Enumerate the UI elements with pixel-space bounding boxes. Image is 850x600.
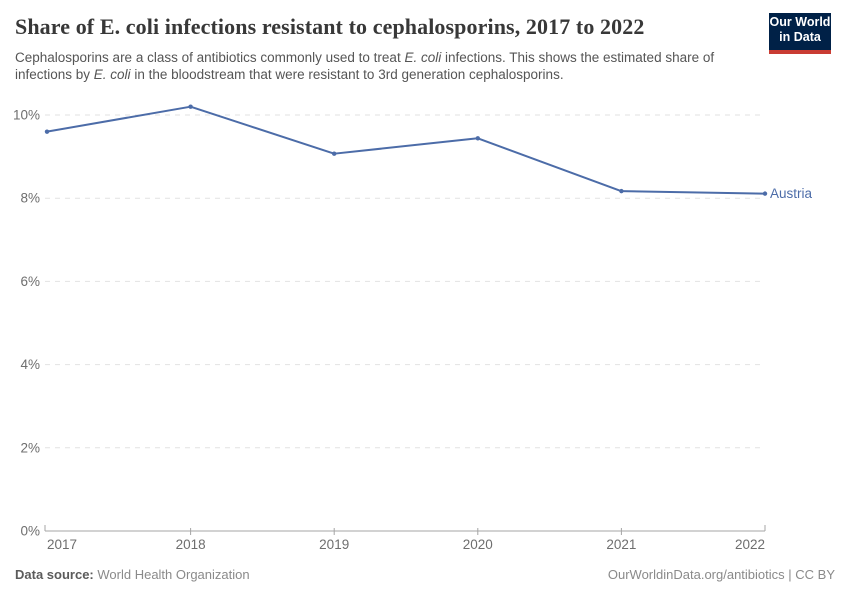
owid-logo-line1: Our World (769, 15, 831, 29)
series-end-label: Austria (770, 186, 813, 201)
y-tick-label: 2% (20, 440, 40, 455)
footer-link[interactable]: OurWorldinData.org/antibiotics | CC BY (607, 567, 835, 582)
x-tick-label: 2017 (47, 537, 77, 552)
owid-logo: Our World in Data (769, 13, 831, 54)
data-point (475, 136, 480, 141)
subtitle-part: infections. This shows the estimated sha… (15, 50, 715, 82)
y-tick-label: 6% (20, 274, 40, 289)
data-point (762, 191, 768, 196)
owid-logo-red-bar (769, 50, 831, 54)
y-tick-label: 10% (13, 108, 40, 123)
page-title: Share of E. coli infections resistant to… (15, 14, 645, 39)
data-source: Data source: World Health Organization (15, 567, 250, 582)
x-tick-label: 2021 (606, 537, 636, 552)
subtitle-part: in the bloodstream that were resistant t… (130, 66, 564, 82)
owid-logo-line2: in Data (779, 30, 821, 44)
y-tick-label: 4% (20, 357, 40, 372)
subtitle-part: Cephalosporins are a class of antibiotic… (15, 50, 405, 65)
data-source-label: Data source: (15, 567, 94, 582)
x-tick-label: 2022 (735, 537, 765, 552)
y-tick-label: 8% (20, 191, 40, 206)
x-tick-label: 2019 (319, 537, 349, 552)
x-tick-label: 2018 (176, 537, 206, 552)
subtitle-italic-part: E. coli (93, 66, 131, 82)
data-source-value: World Health Organization (97, 567, 250, 582)
x-tick-label: 2020 (463, 537, 493, 552)
series-line-austria (46, 105, 766, 195)
data-point (332, 151, 337, 156)
data-point (619, 188, 624, 194)
data-point (188, 104, 193, 109)
subtitle-italic-part: E. coli (404, 50, 442, 65)
chart-subtitle: Cephalosporins are a class of antibiotic… (15, 50, 755, 83)
data-point (44, 129, 50, 134)
y-tick-label: 0% (20, 524, 40, 539)
